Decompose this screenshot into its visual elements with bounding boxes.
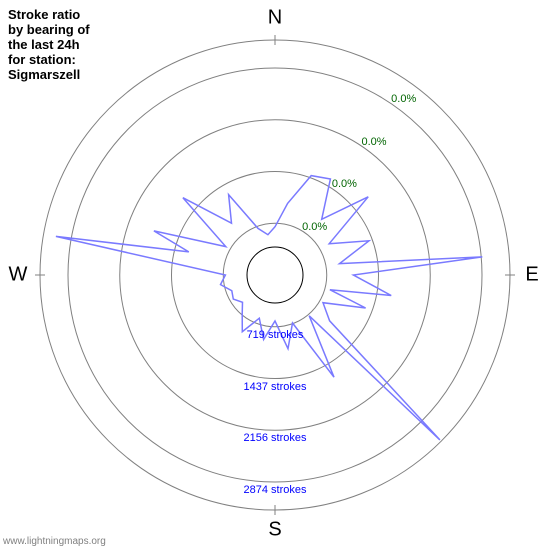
ring-percent-label: 0.0%	[391, 93, 416, 105]
credit-text: www.lightningmaps.org	[3, 536, 106, 547]
ring-percent-label: 0.0%	[332, 178, 357, 190]
cardinal-n: N	[268, 7, 282, 30]
cardinal-e: E	[525, 264, 538, 287]
polar-plot	[0, 0, 550, 550]
cardinal-s: S	[268, 519, 281, 542]
cardinal-w: W	[9, 264, 28, 287]
chart-container: Stroke ratio by bearing of the last 24h …	[0, 0, 550, 550]
ring-strokes-label: 2156 strokes	[244, 432, 307, 444]
ring-strokes-label: 2874 strokes	[244, 484, 307, 496]
ring-percent-label: 0.0%	[302, 221, 327, 233]
ring-strokes-label: 719 strokes	[247, 329, 304, 341]
center-hole	[247, 247, 303, 303]
ring-percent-label: 0.0%	[362, 136, 387, 148]
ring-strokes-label: 1437 strokes	[244, 381, 307, 393]
